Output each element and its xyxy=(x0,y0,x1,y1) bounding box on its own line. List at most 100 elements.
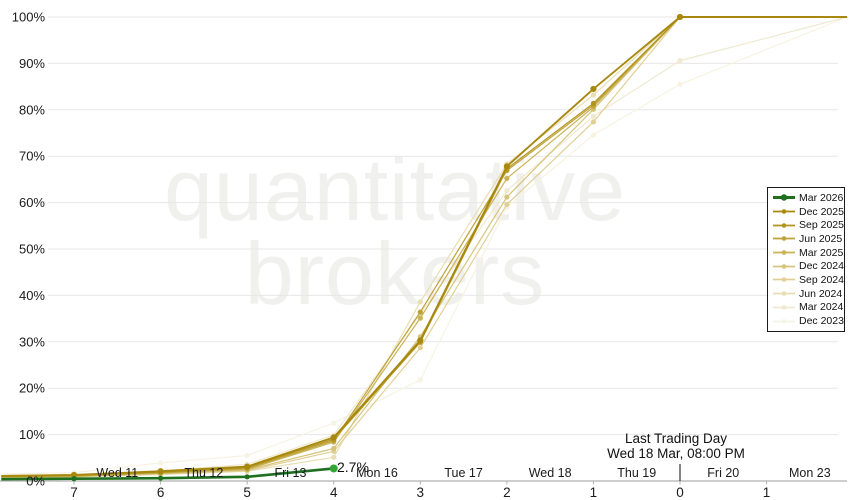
x-axis-day-number: 5 xyxy=(243,485,251,500)
legend-marker-icon xyxy=(773,263,795,269)
legend-marker-icon xyxy=(773,250,795,255)
series-marker-mar-2024 xyxy=(504,187,510,194)
series-line-dec-2023 xyxy=(1,16,848,475)
legend-marker-icon xyxy=(773,222,795,228)
legend-item-jun-2024[interactable]: Jun 2024 xyxy=(770,287,842,301)
series-marker-dec-2023 xyxy=(157,460,164,466)
watermark-line1: quantitative xyxy=(163,140,627,239)
series-marker-dec-2023 xyxy=(677,81,683,87)
legend-marker-icon xyxy=(773,194,795,202)
y-axis-label-80%: 80% xyxy=(19,102,45,117)
x-axis-day-number: 1 xyxy=(590,485,598,500)
legend-label: Sep 2025 xyxy=(799,219,844,232)
x-axis-day-number: 6 xyxy=(157,485,165,500)
series-marker-sep-2024 xyxy=(590,119,597,125)
annotation-subtitle: Wed 18 Mar, 08:00 PM xyxy=(607,446,745,461)
series-line-dec-2024 xyxy=(1,16,848,478)
x-axis-date-label: Fri 20 xyxy=(707,466,739,480)
legend-marker-icon xyxy=(773,291,795,296)
legend-item-jun-2025[interactable]: Jun 2025 xyxy=(770,232,842,246)
x-axis-date-label: Wed 18 xyxy=(529,466,572,480)
x-axis-day-number: 0 xyxy=(676,485,684,500)
series-marker-mar-2026 xyxy=(71,476,77,482)
series-line-mar-2025 xyxy=(1,16,848,478)
y-axis-label-40%: 40% xyxy=(19,288,45,303)
legend-item-sep-2025[interactable]: Sep 2025 xyxy=(770,218,844,232)
x-axis-date-label: Tue 17 xyxy=(444,466,483,480)
legend-marker-icon xyxy=(773,236,795,242)
legend-label: Dec 2024 xyxy=(799,260,844,273)
annotation-title: Last Trading Day xyxy=(624,431,728,446)
x-axis-day-number: 7 xyxy=(70,485,78,500)
series-marker-dec-2025 xyxy=(676,13,684,21)
series-marker-jun-2024 xyxy=(417,299,423,305)
x-axis-date-label: Thu 12 xyxy=(184,466,223,480)
legend-label: Mar 2026 xyxy=(799,191,844,204)
legend-item-mar-2024[interactable]: Mar 2024 xyxy=(770,301,844,315)
legend-item-mar-2025[interactable]: Mar 2025 xyxy=(770,246,844,260)
series-line-jun-2024 xyxy=(1,16,848,479)
watermark: quantitative brokers xyxy=(0,140,790,317)
series-line-dec-2025 xyxy=(1,16,848,477)
series-marker-dec-2024 xyxy=(504,194,510,200)
legend-marker-icon xyxy=(773,209,795,214)
series-marker-jun-2024 xyxy=(331,454,337,460)
series-marker-dec-2025 xyxy=(417,337,424,344)
latest-value-label: 2.7% xyxy=(337,459,369,475)
legend-label: Jun 2025 xyxy=(799,232,843,245)
series-marker-sep-2024 xyxy=(504,201,510,208)
series-marker-dec-2023 xyxy=(244,452,250,459)
y-axis-label-30%: 30% xyxy=(19,334,45,349)
y-axis-label-10%: 10% xyxy=(19,427,45,442)
series-marker-dec-2023 xyxy=(331,420,337,426)
y-axis-label-70%: 70% xyxy=(19,149,45,164)
legend-label: Dec 2025 xyxy=(799,205,844,218)
x-axis-day-number: 4 xyxy=(330,485,338,500)
x-axis-date-label: Mon 16 xyxy=(356,466,398,480)
legend-item-mar-2026[interactable]: Mar 2026 xyxy=(770,191,844,205)
x-axis-day-number: 3 xyxy=(417,485,425,500)
series-marker-dec-2025 xyxy=(503,163,510,170)
series-line-mar-2024 xyxy=(1,16,848,477)
y-axis-label-50%: 50% xyxy=(19,242,45,257)
y-axis-label-0%: 0% xyxy=(26,474,45,489)
series-line-sep-2024 xyxy=(1,16,848,479)
last-trading-day-annotation: Last Trading Day Wed 18 Mar, 08:00 PM xyxy=(551,431,801,461)
legend-marker-icon xyxy=(773,318,795,324)
series-marker-mar-2025 xyxy=(417,315,423,321)
legend-item-sep-2024[interactable]: Sep 2024 xyxy=(770,273,844,287)
series-marker-mar-2026 xyxy=(244,474,250,480)
series-marker-sep-2025 xyxy=(590,100,597,106)
series-marker-dec-2025 xyxy=(244,463,251,470)
legend-label: Jun 2024 xyxy=(799,287,843,300)
legend-marker-icon xyxy=(773,305,795,310)
x-axis-date-label: Mon 23 xyxy=(789,466,831,480)
x-axis-day-number: 1 xyxy=(763,485,771,500)
series-marker-mar-2026 xyxy=(157,475,164,481)
series-marker-dec-2023 xyxy=(417,377,423,383)
legend-item-dec-2024[interactable]: Dec 2024 xyxy=(770,259,844,273)
x-axis-date-label: Fri 13 xyxy=(274,466,306,480)
series-marker-dec-2025 xyxy=(70,471,78,479)
legend: Mar 2026 Dec 2025 Sep 2025 Jun 2025 Mar 2025… xyxy=(767,187,845,332)
series-marker-mar-2024 xyxy=(590,113,597,119)
series-marker-dec-2025 xyxy=(330,434,337,441)
series-marker-mar-2025 xyxy=(504,175,510,182)
series-line-sep-2025 xyxy=(1,16,848,477)
series-marker-dec-2023 xyxy=(590,132,597,138)
legend-label: Mar 2025 xyxy=(799,246,844,259)
series-line-jun-2025 xyxy=(1,16,848,478)
x-axis-day-number: 2 xyxy=(503,485,511,500)
y-axis-label-90%: 90% xyxy=(19,56,45,71)
series-marker-jun-2025 xyxy=(417,309,423,315)
legend-item-dec-2023[interactable]: Dec 2023 xyxy=(770,314,844,328)
legend-label: Mar 2024 xyxy=(799,301,844,314)
series-marker-dec-2025 xyxy=(157,468,164,475)
legend-item-dec-2025[interactable]: Dec 2025 xyxy=(770,205,844,219)
x-axis-date-label: Wed 11 xyxy=(96,466,138,480)
x-axis-date-label: Thu 19 xyxy=(617,466,656,480)
y-axis-label-60%: 60% xyxy=(19,195,45,210)
series-marker-dec-2024 xyxy=(331,445,337,452)
series-marker-dec-2025 xyxy=(590,85,597,93)
